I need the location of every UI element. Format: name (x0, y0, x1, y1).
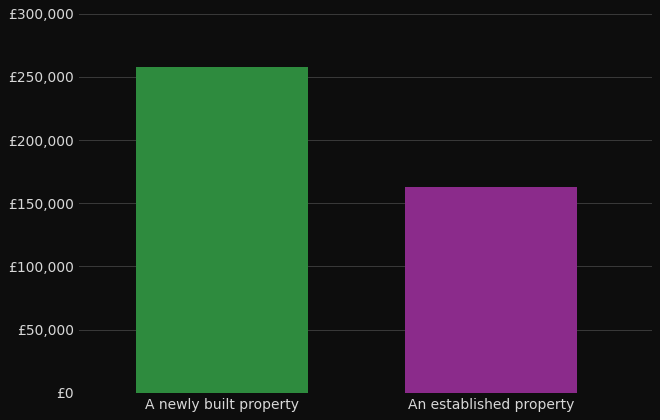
Bar (137, 67, 308, 393)
Bar (405, 187, 578, 393)
